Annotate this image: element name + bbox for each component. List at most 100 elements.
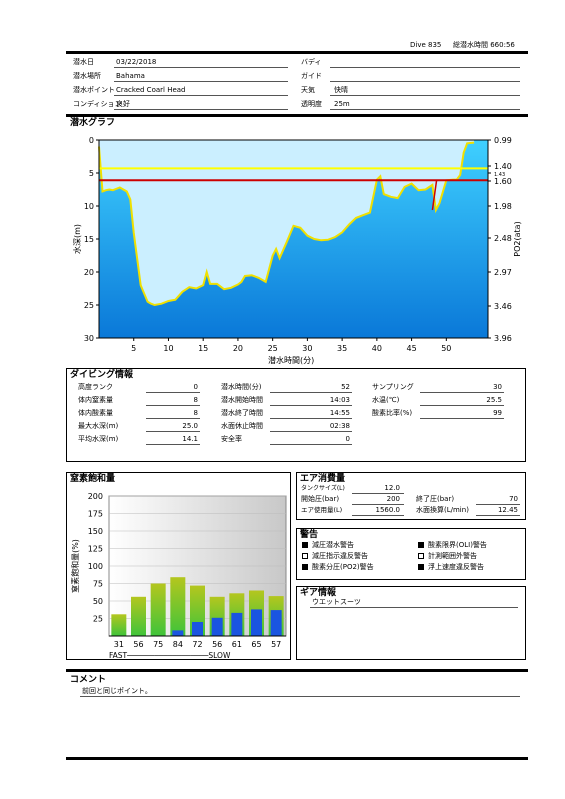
po2-tick-label: 0.99 (494, 136, 512, 145)
tank-value: 12.0 (384, 484, 400, 492)
warning-item: 計測範囲外警告 (418, 552, 477, 561)
warning-panel (296, 528, 526, 580)
n2-category-label: 57 (271, 640, 281, 649)
n2-y-tick-label: 175 (88, 510, 103, 519)
po2-spike (431, 180, 438, 211)
warning-item: 浮上速度違反警告 (418, 563, 484, 572)
n2-bar-blue (172, 630, 184, 636)
buddy-label: バディ (301, 58, 322, 66)
po2-tick-label: 1.43 (494, 172, 505, 178)
n2-bar-blue (192, 622, 203, 636)
graph-x-label: 潜水時間(分) (268, 356, 315, 365)
dive-info-value: 25.5 (486, 396, 502, 404)
point-value[interactable]: Cracked Coarl Head (116, 86, 186, 94)
dive-info-value: 14:03 (329, 396, 350, 404)
warning-checkbox (418, 564, 424, 570)
header-rule (66, 51, 528, 54)
n2-y-tick-label: 200 (88, 492, 103, 501)
warning-item: 酸素限界(OLI)警告 (418, 541, 487, 550)
po2-tick-label: 3.96 (494, 334, 512, 343)
x-tick-label: 25 (268, 344, 278, 353)
surface-rate-value: 12.45 (497, 506, 518, 514)
y-tick-label: 25 (84, 301, 94, 310)
n2-y-tick-label: 75 (93, 580, 103, 589)
x-tick-label: 15 (198, 344, 208, 353)
warning-item: 減圧潜水警告 (302, 541, 354, 550)
n2-category-label: 56 (212, 640, 222, 649)
dive-info-value: 8 (193, 396, 198, 404)
dive-info-label: 潜水開始時間 (221, 396, 263, 404)
start-pressure-value: 200 (386, 495, 400, 503)
end-pressure-value: 70 (509, 495, 518, 503)
comment-text[interactable]: 前回と同じポイント。 (82, 687, 152, 695)
x-tick-label: 10 (163, 344, 173, 353)
warning-checkbox (302, 542, 308, 548)
nitrogen-chart: 200 175 150 125 100 75 50 25 31 56 75 84 72 56 61 65 57 F… (70, 492, 287, 660)
diving-info-panel (66, 368, 526, 462)
n2-bar-green (111, 614, 127, 636)
graph-title: 潜水グラフ (70, 118, 116, 128)
surface-rate-label: 水面換算(L/min) (416, 506, 469, 514)
y-tick-label: 30 (84, 334, 94, 343)
date-label: 潜水日 (73, 58, 94, 66)
dive-info-value: 52 (341, 383, 350, 391)
section-rule (66, 114, 528, 117)
y-tick-label: 5 (89, 169, 94, 178)
nitrogen-panel (66, 472, 291, 660)
n2-category-label: 75 (153, 640, 163, 649)
weather-value[interactable]: 快晴 (334, 86, 348, 94)
x-tick-label: 40 (372, 344, 382, 353)
warning-label: 減圧指示違反警告 (312, 552, 368, 560)
dive-info-label: 潜水時間(分) (221, 383, 262, 391)
y-tick-label: 20 (84, 268, 94, 277)
n2-category-label: 72 (192, 640, 202, 649)
n2-y-axis-label: 窒素飽和量(%) (70, 539, 80, 593)
po2-tick-label: 1.40 (494, 162, 512, 171)
warning-checkbox (418, 542, 424, 548)
end-pressure-label: 終了圧(bar) (416, 495, 455, 503)
y-tick-label: 10 (84, 202, 94, 211)
po2-tick-label: 2.97 (494, 268, 512, 277)
comment-rule (66, 669, 528, 672)
air-used-label: エア使用量(L) (301, 506, 343, 514)
place-label: 潜水場所 (73, 72, 101, 80)
x-tick-label: 5 (131, 344, 136, 353)
start-pressure-label: 開始圧(bar) (301, 495, 340, 503)
dive-number: Dive 835 (410, 41, 442, 49)
po2-tick-label: 1.60 (494, 177, 512, 186)
po2-tick-label: 2.48 (494, 234, 512, 243)
air-panel (296, 472, 526, 520)
dive-info-value: 99 (493, 409, 502, 417)
gear-title: ギア情報 (300, 588, 337, 598)
visibility-value[interactable]: 25m (334, 100, 350, 108)
nitrogen-title: 窒素飽和量 (70, 474, 116, 484)
date-value[interactable]: 03/22/2018 (116, 58, 157, 66)
warning-label: 酸素限界(OLI)警告 (428, 541, 487, 549)
depth-profile-line (98, 141, 475, 307)
condition-value[interactable]: 良好 (116, 100, 130, 108)
comment-title: コメント (70, 675, 107, 685)
dive-info-label: 安全率 (221, 435, 242, 443)
tank-label: タンクサイズ(L) (301, 485, 345, 492)
n2-bar-blue (270, 610, 282, 636)
point-label: 潜水ポイント (73, 86, 115, 94)
y-axis-label: 水深(m) (72, 224, 82, 254)
n2-y-tick-label: 100 (88, 562, 103, 571)
warning-checkbox (302, 564, 308, 570)
dive-info-value: 8 (193, 409, 198, 417)
air-used-value: 1560.0 (375, 506, 401, 514)
place-value[interactable]: Bahama (116, 72, 145, 80)
warning-checkbox (418, 553, 424, 559)
x-tick-label: 30 (302, 344, 312, 353)
dive-info-label: 水面休止時間 (221, 422, 263, 430)
n2-category-label: 31 (114, 640, 124, 649)
diving-info-title: ダイビング情報 (70, 370, 134, 380)
warning-item: 酸素分圧(PO2)警告 (302, 563, 374, 572)
gear-item[interactable]: ウエットスーツ (312, 598, 361, 606)
x-tick-label: 50 (441, 344, 451, 353)
n2-y-tick-label: 50 (93, 597, 103, 606)
footer-rule (66, 757, 528, 760)
n2-y-tick-label: 150 (88, 527, 103, 536)
